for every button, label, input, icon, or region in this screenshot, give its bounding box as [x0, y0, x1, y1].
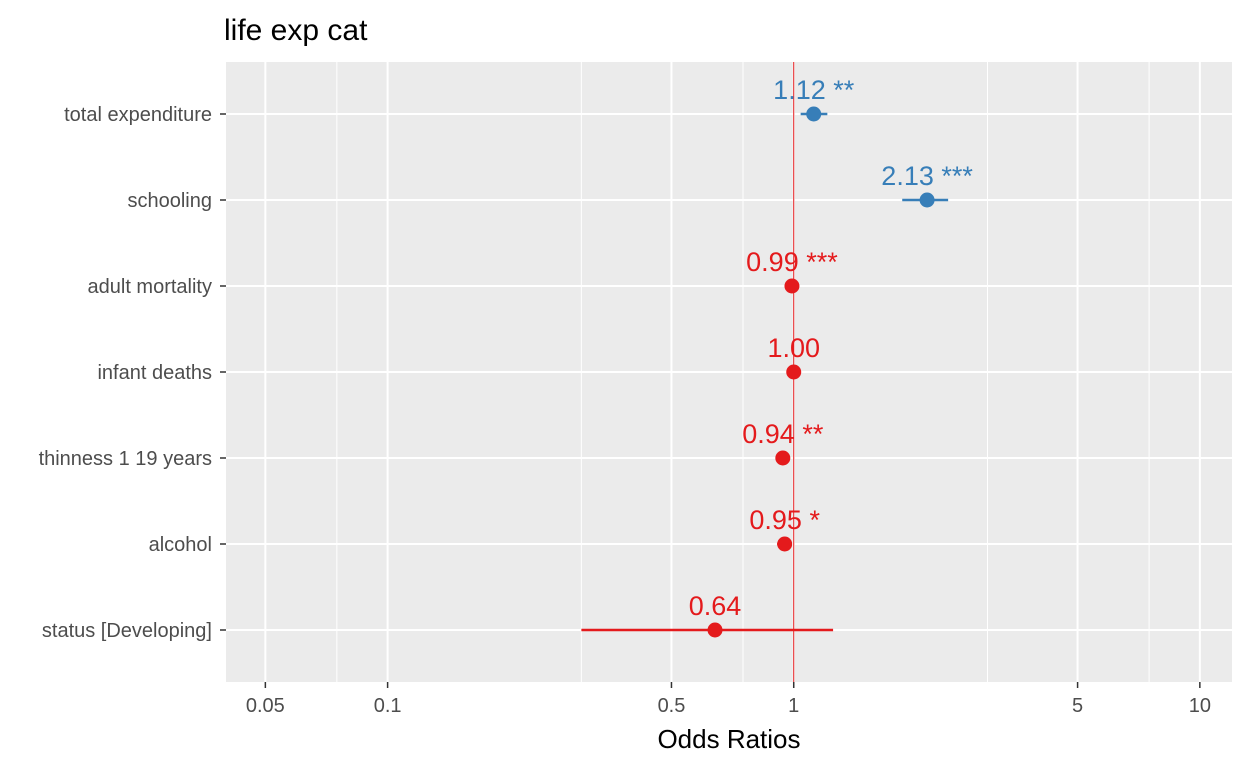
estimate-marks: 1.12 ** 2.13 *** 0.99 *** 1.00 0.94 ** 0.95 *…: [581, 75, 973, 638]
estimate-point: [919, 192, 935, 208]
x-tick-label: 0.1: [374, 695, 402, 717]
x-tick-label: 10: [1189, 695, 1211, 717]
term-estimate: 0.95 *: [749, 505, 820, 552]
term-estimate: 0.99 ***: [746, 247, 838, 294]
y-tick-label: alcohol: [149, 534, 212, 556]
x-tick-label: 0.05: [246, 695, 285, 717]
x-tick-label: 0.5: [658, 695, 686, 717]
x-axis-label: Odds Ratios: [657, 724, 800, 754]
y-tick-label: thinness 1 19 years: [39, 448, 212, 470]
chart-title: life exp cat: [224, 14, 368, 47]
term-estimate: 1.00: [767, 333, 820, 380]
x-axis: 0.05 0.1 0.5 1 5 10: [246, 682, 1211, 717]
estimate-point: [806, 106, 822, 122]
estimate-label: 0.99 ***: [746, 247, 838, 277]
x-tick-label: 5: [1072, 695, 1083, 717]
estimate-label: 2.13 ***: [881, 161, 973, 191]
y-axis: total expenditure schooling adult mortalit…: [39, 104, 226, 642]
term-estimate: 1.12 **: [773, 75, 855, 122]
term-estimate: 2.13 ***: [881, 161, 973, 208]
estimate-point: [777, 536, 793, 552]
estimate-point: [707, 622, 723, 638]
estimate-label: 0.94 **: [742, 419, 824, 449]
x-tick-label: 1: [788, 695, 799, 717]
estimate-point: [784, 278, 800, 294]
estimate-label: 1.00: [767, 333, 820, 363]
estimate-label: 0.64: [689, 591, 742, 621]
y-tick-label: adult mortality: [88, 276, 213, 298]
estimate-label: 0.95 *: [749, 505, 820, 535]
y-tick-label: infant deaths: [97, 362, 212, 384]
y-tick-label: total expenditure: [64, 104, 212, 126]
estimate-point: [775, 450, 791, 466]
y-tick-label: status [Developing]: [42, 620, 212, 642]
estimate-label: 1.12 **: [773, 75, 855, 105]
y-tick-label: schooling: [127, 190, 212, 212]
estimate-point: [786, 364, 802, 380]
term-estimate: 0.94 **: [742, 419, 824, 466]
term-estimate: 0.64: [581, 591, 834, 638]
